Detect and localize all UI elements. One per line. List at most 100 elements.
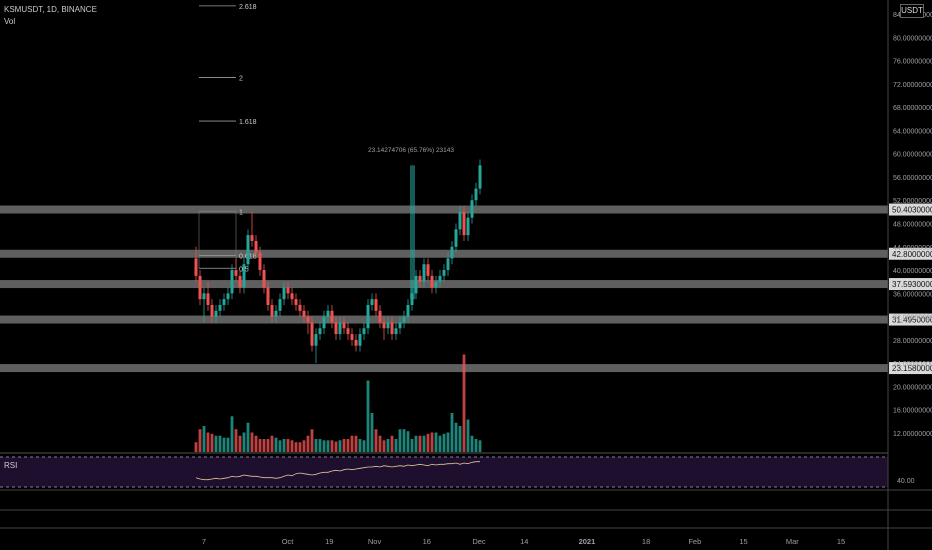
candle-body[interactable] (230, 270, 234, 294)
volume-bar (330, 440, 334, 452)
volume-bar (314, 439, 318, 452)
candle-body[interactable] (198, 275, 202, 300)
candle-body[interactable] (294, 299, 298, 305)
candle-body[interactable] (254, 240, 258, 253)
candle-body[interactable] (414, 275, 418, 294)
candle-body[interactable] (250, 235, 254, 241)
candle-body[interactable] (470, 200, 474, 218)
band-price-tag (889, 203, 932, 216)
candle-body[interactable] (290, 293, 294, 300)
support-band[interactable] (0, 249, 888, 258)
candle-body[interactable] (238, 275, 242, 288)
volume-bar (270, 435, 274, 452)
candle-body[interactable] (306, 316, 310, 323)
candle-body[interactable] (342, 322, 346, 329)
candle-body[interactable] (222, 299, 226, 305)
candle-body[interactable] (258, 252, 262, 271)
candle-body[interactable] (418, 275, 422, 282)
candle-body[interactable] (338, 322, 342, 335)
candle-body[interactable] (210, 304, 214, 317)
candle-body[interactable] (478, 165, 482, 189)
candle-body[interactable] (402, 316, 406, 323)
candle-body[interactable] (374, 299, 378, 311)
candle-body[interactable] (310, 322, 314, 346)
volume-bar (234, 429, 238, 452)
volume-bar (282, 439, 286, 452)
candle-body[interactable] (358, 334, 362, 346)
candle-body[interactable] (266, 287, 270, 305)
candle-body[interactable] (382, 322, 386, 329)
support-band[interactable] (0, 364, 888, 373)
candle-body[interactable] (282, 287, 286, 300)
rsi-pane-background: 40.00 (0, 452, 932, 529)
candle-body[interactable] (450, 246, 454, 259)
candle-body[interactable] (350, 334, 354, 340)
candle-body[interactable] (426, 264, 430, 276)
candle-body[interactable] (226, 293, 230, 300)
candle-body[interactable] (370, 299, 374, 305)
volume-bar (374, 429, 378, 452)
support-band[interactable] (0, 205, 888, 214)
candle-body[interactable] (298, 304, 302, 311)
volume-bar (474, 439, 478, 452)
candle-body[interactable] (270, 304, 274, 317)
candle-body[interactable] (202, 293, 206, 300)
time-axis[interactable]: 7 Oct 19 Nov 16 Dec 14 2021 18 Feb 15 Mar 15 (202, 537, 845, 546)
candle-body[interactable] (378, 310, 382, 323)
volume-bar (382, 440, 386, 452)
candle-body[interactable] (446, 258, 450, 271)
support-band[interactable] (0, 315, 888, 324)
volume-bar (414, 435, 418, 452)
candle-body[interactable] (458, 211, 462, 230)
candle-body[interactable] (406, 304, 410, 317)
candle-body[interactable] (346, 328, 350, 335)
candle-body[interactable] (390, 322, 394, 335)
candle-body[interactable] (286, 287, 290, 294)
candle-body[interactable] (354, 339, 358, 346)
candle-body[interactable] (218, 304, 222, 311)
candle-body[interactable] (242, 264, 246, 288)
candle-body[interactable] (274, 310, 278, 317)
candle-body[interactable] (366, 304, 370, 329)
time-tick-label: 2021 (579, 537, 596, 546)
candle-body[interactable] (302, 310, 306, 317)
candle-body[interactable] (474, 188, 478, 201)
candle-body[interactable] (438, 275, 442, 282)
price-tick-label: 24.00000000 (893, 361, 932, 368)
candle-body[interactable] (262, 270, 266, 288)
measure-label: 23.14274706 (65.76%) 23143 (368, 147, 454, 154)
candle-body[interactable] (362, 328, 366, 335)
candle-body[interactable] (386, 322, 390, 329)
candle-body[interactable] (214, 310, 218, 317)
candle-body[interactable] (398, 322, 402, 329)
price-axis[interactable]: 84.0000000080.0000000076.0000000072.0000… (887, 0, 932, 550)
candle-body[interactable] (194, 258, 198, 276)
candle-body[interactable] (466, 217, 470, 236)
candle-body[interactable] (234, 270, 238, 276)
candle-body[interactable] (246, 235, 250, 265)
candle-body[interactable] (454, 229, 458, 247)
candle-body[interactable] (410, 293, 414, 305)
volume-bar (410, 439, 414, 452)
candle-body[interactable] (442, 270, 446, 276)
candle-body[interactable] (314, 334, 318, 346)
candle-body[interactable] (322, 316, 326, 329)
candle-body[interactable] (330, 310, 334, 323)
candle-body[interactable] (334, 322, 338, 335)
currency-selector[interactable]: USDT (900, 4, 924, 18)
candle-body[interactable] (430, 275, 434, 288)
candle-body[interactable] (318, 328, 322, 335)
rsi-series (195, 461, 480, 481)
candle-body[interactable] (278, 299, 282, 311)
support-band[interactable] (0, 280, 888, 289)
candle-body[interactable] (394, 328, 398, 335)
candle-body[interactable] (434, 281, 438, 288)
band-price-tag (889, 362, 932, 375)
candle-body[interactable] (326, 310, 330, 317)
candle-body[interactable] (206, 293, 210, 305)
candle-body[interactable] (462, 211, 466, 236)
volume-bar (274, 437, 278, 452)
time-tick-label: Mar (786, 537, 799, 546)
candle-body[interactable] (422, 264, 426, 282)
